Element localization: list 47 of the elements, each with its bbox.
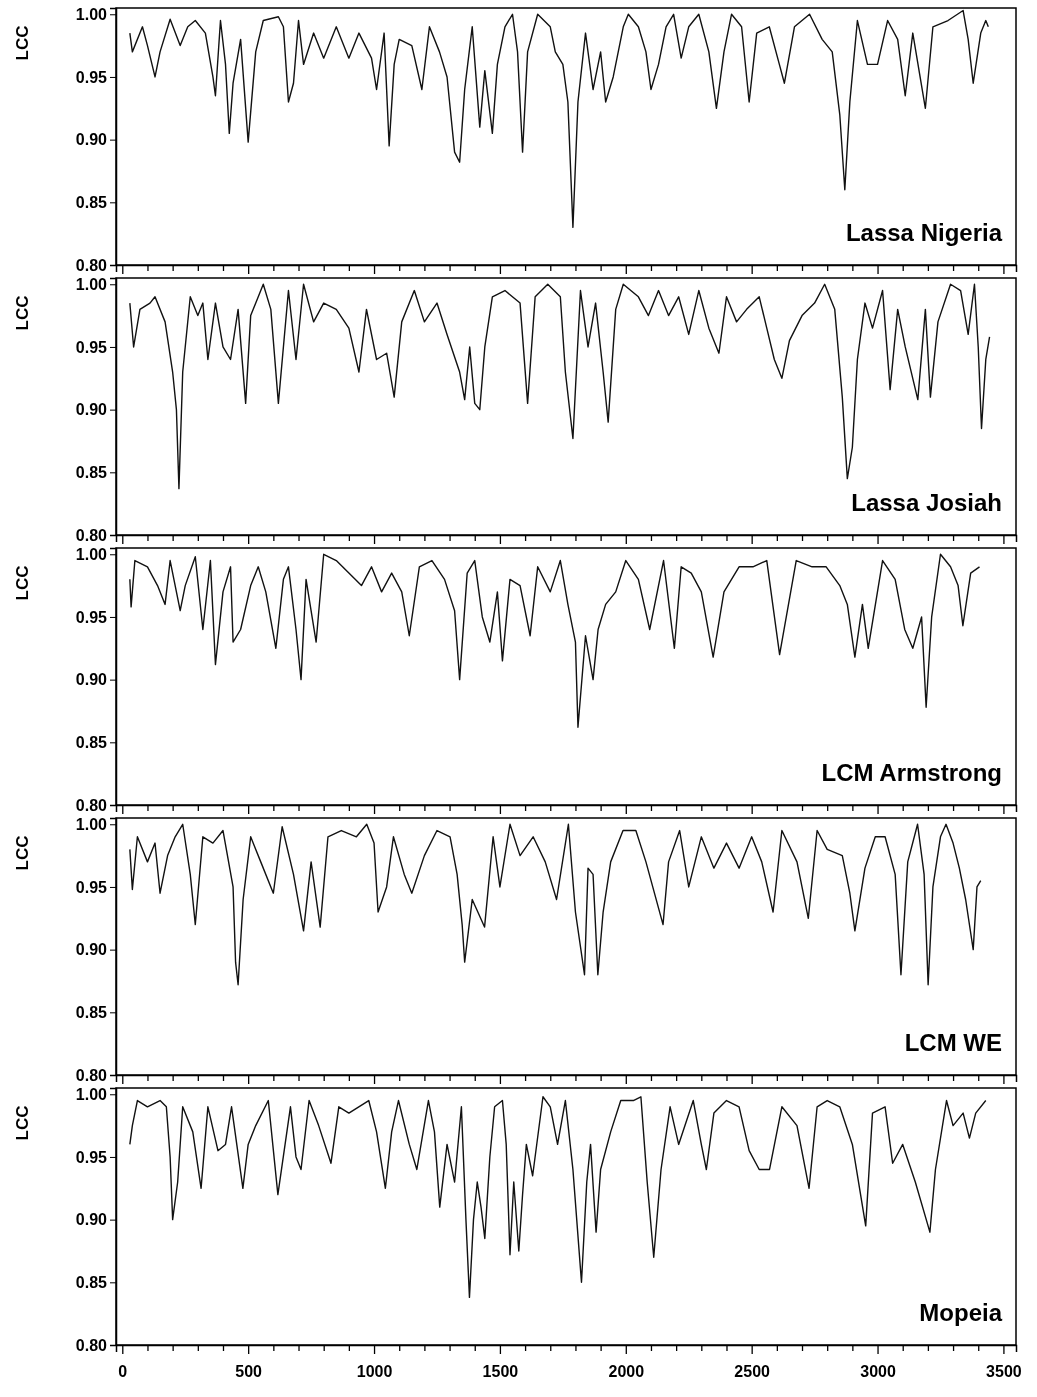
text: Mopeia	[919, 1299, 1003, 1326]
x-tick-label: 1500	[482, 1363, 519, 1381]
y-tick-label: 0.90	[75, 401, 108, 419]
text: LCM Armstrong	[821, 759, 1002, 786]
y-tick-label: 0.90	[75, 671, 108, 689]
y-tick-label: 1.00	[75, 545, 108, 563]
x-tick-label: 2500	[734, 1363, 771, 1381]
line-series	[129, 823, 982, 986]
y-tick-label: 0.80	[75, 1066, 108, 1084]
y-tick-label: 0.95	[75, 878, 108, 896]
y-tick-label: 0.90	[75, 1211, 108, 1229]
y-tick-label: 0.80	[75, 256, 108, 274]
x-tick-label: 1000	[356, 1363, 393, 1381]
x-tick-label: 500	[235, 1363, 263, 1381]
y-tick-label: 0.85	[75, 1273, 108, 1291]
x-tick-label: 3000	[860, 1363, 896, 1381]
text: Lassa Josiah	[851, 489, 1002, 516]
line-series	[129, 283, 991, 490]
x-tick-label: 2000	[608, 1363, 645, 1381]
y-axis-title: LCC	[13, 295, 32, 331]
y-tick-label: 0.85	[75, 733, 108, 751]
y-tick-label: 0.80	[75, 796, 108, 814]
line-series	[129, 553, 981, 728]
x-tick-label: 3500	[986, 1363, 1022, 1381]
y-tick-label: 0.95	[75, 1148, 108, 1166]
y-tick-label: 0.85	[75, 193, 108, 211]
y-tick-label: 0.90	[75, 941, 108, 959]
y-tick-label: 1.00	[75, 815, 108, 833]
line-series	[129, 1096, 987, 1299]
y-tick-label: 0.80	[75, 1336, 108, 1354]
y-tick-label: 0.95	[75, 68, 108, 86]
text: Lassa Nigeria	[845, 219, 1003, 246]
y-tick-label: 0.80	[75, 526, 108, 544]
y-axis-title: LCC	[13, 25, 32, 61]
y-tick-label: 0.90	[75, 131, 108, 149]
y-axis-title: LCC	[13, 565, 32, 601]
y-tick-label: 1.00	[75, 1085, 108, 1103]
text: LCM WE	[904, 1029, 1002, 1056]
y-tick-label: 0.95	[75, 338, 108, 356]
y-tick-label: 1.00	[75, 5, 108, 23]
x-tick-label: 0	[118, 1363, 128, 1381]
y-tick-label: 0.85	[75, 1003, 108, 1021]
y-tick-label: 1.00	[75, 275, 108, 293]
y-tick-label: 0.95	[75, 608, 108, 626]
y-axis-title: LCC	[13, 835, 32, 871]
y-axis-title: LCC	[13, 1105, 32, 1141]
y-tick-label: 0.85	[75, 463, 108, 481]
